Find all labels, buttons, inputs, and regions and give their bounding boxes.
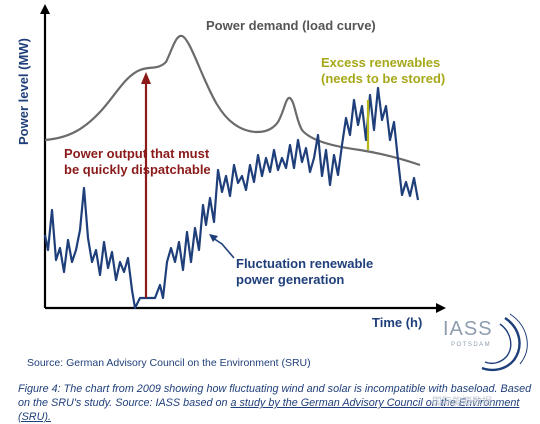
dispatch-arrow-head — [141, 72, 151, 84]
excess-label-line-2: (needs to be stored) — [321, 71, 445, 86]
fluctuation-label-line-2: power generation — [236, 272, 344, 287]
logo-subtitle: POTSDAM — [451, 342, 491, 348]
source-line: Source: German Advisory Council on the E… — [27, 357, 311, 369]
excess-label-line-1: Excess renewables — [321, 55, 440, 70]
fluctuation-leader — [212, 237, 235, 259]
figure-caption: Figure 4: The chart from 2009 showing ho… — [18, 382, 533, 424]
iass-logo: IASS POTSDAM — [443, 313, 528, 372]
caption-text: Figure 4: The chart from 2009 showing ho… — [18, 383, 532, 409]
y-axis-arrow — [40, 4, 50, 14]
fluctuation-label-line-1: Fluctuation renewable — [236, 256, 373, 271]
logo-name: IASS — [443, 318, 493, 340]
logo-arc-icon — [481, 317, 521, 372]
watermark: 国际能源数据 — [432, 397, 492, 408]
dispatch-label-line-2: be quickly dispatchable — [64, 162, 211, 177]
dispatch-label-line-1: Power output that must — [64, 146, 210, 161]
renewables-line — [43, 86, 420, 310]
logo-arc-icon-outer — [509, 313, 528, 365]
y-axis-label: Power level (MW) — [16, 38, 31, 145]
fluctuation-leader-arrow — [209, 234, 218, 242]
x-axis-label: Time (h) — [372, 315, 422, 330]
x-axis-arrow — [436, 303, 446, 313]
logo-arc-icon-inner — [484, 323, 512, 365]
caption-study-link[interactable]: a study by the German Advisory Council o… — [18, 397, 520, 423]
load-curve — [44, 34, 421, 167]
load-curve-label: Power demand (load curve) — [206, 18, 376, 33]
